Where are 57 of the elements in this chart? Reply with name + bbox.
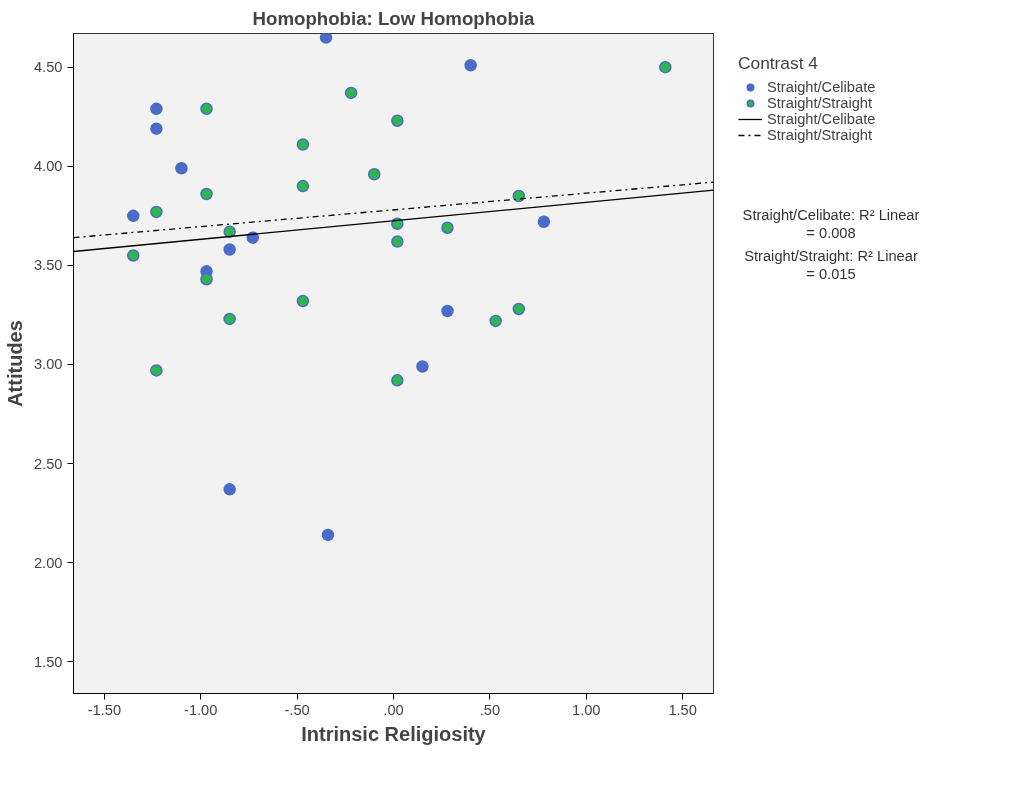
x-axis-title: Intrinsic Religiosity xyxy=(301,722,487,745)
point xyxy=(489,314,502,328)
legend-label: Straight/Straight xyxy=(767,95,873,111)
point xyxy=(391,374,404,387)
point xyxy=(391,235,404,248)
point xyxy=(441,221,454,234)
legend-label: Straight/Celibate xyxy=(767,111,876,127)
point xyxy=(512,189,526,203)
x-tick-label: -.50 xyxy=(284,701,310,718)
x-tick-label: .50 xyxy=(479,701,501,718)
point xyxy=(367,167,381,181)
text: Straight/Straight: R² Linear = 0.015 xyxy=(744,247,918,283)
y-tick-label: 2.50 xyxy=(33,455,63,472)
point xyxy=(200,273,213,286)
point xyxy=(416,360,429,373)
x-tick-label: -1.00 xyxy=(184,701,218,718)
y-axis-title: Attitudes xyxy=(3,320,26,407)
x-tick-label: 1.00 xyxy=(572,701,601,718)
point xyxy=(512,302,526,316)
point xyxy=(296,138,310,151)
x-tick-label: .00 xyxy=(383,701,404,718)
point xyxy=(150,122,163,135)
point xyxy=(175,162,188,175)
chart-title: Homophobia: Low Homophobia xyxy=(252,7,536,29)
point xyxy=(319,33,333,44)
point xyxy=(127,209,140,223)
point xyxy=(464,58,477,72)
point xyxy=(223,483,236,496)
legend-label: Straight/Straight xyxy=(767,127,873,143)
y-tick-label: 4.50 xyxy=(33,59,63,76)
x-tick-label: -1.50 xyxy=(87,701,122,718)
point xyxy=(537,215,551,229)
text: Straight/Celibate: R² Linear = 0.008 xyxy=(742,206,920,242)
point xyxy=(296,179,310,193)
point xyxy=(200,187,213,201)
point xyxy=(441,304,454,318)
legend-title: Contrast 4 xyxy=(738,53,819,74)
point xyxy=(296,294,310,308)
point xyxy=(321,528,335,542)
point xyxy=(150,205,163,219)
y-tick-label: 4.00 xyxy=(33,158,63,175)
y-tick-label: 2.00 xyxy=(33,554,63,571)
legend-label: Straight/Celibate xyxy=(767,79,876,95)
point xyxy=(223,312,236,326)
x-tick-label: 1.50 xyxy=(668,701,697,718)
point xyxy=(223,243,236,256)
point xyxy=(200,102,213,116)
y-tick-label: 3.50 xyxy=(33,257,63,274)
y-tick-label: 1.50 xyxy=(33,653,63,670)
y-tick-label: 3.00 xyxy=(33,356,63,373)
point xyxy=(150,102,163,116)
point xyxy=(223,225,236,238)
point xyxy=(391,114,404,127)
point xyxy=(127,249,140,262)
point xyxy=(344,86,358,100)
point xyxy=(150,364,163,377)
point xyxy=(659,60,672,74)
